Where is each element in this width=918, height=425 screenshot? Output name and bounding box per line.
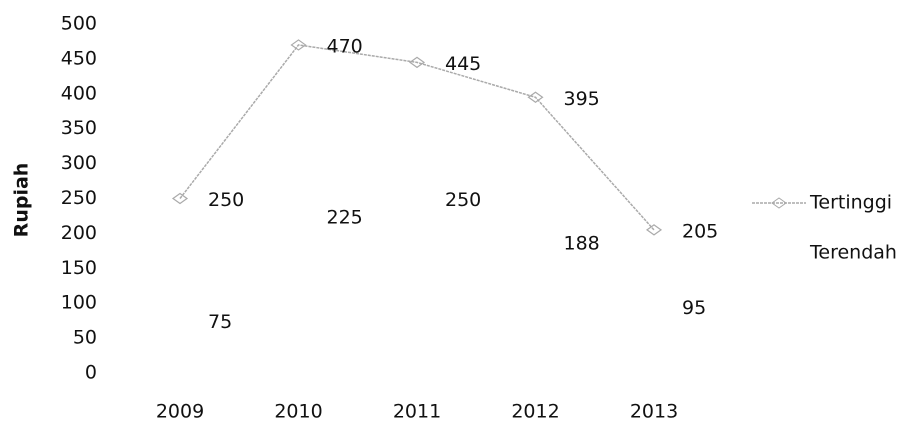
- line: [179, 44, 655, 231]
- y-tick-label: 50: [73, 327, 97, 349]
- y-axis-label: Rupiah: [11, 163, 33, 238]
- y-tick-label: 0: [85, 362, 97, 384]
- y-tick-label: 150: [61, 257, 97, 279]
- data-label: 225: [327, 206, 363, 228]
- data-label: 75: [208, 311, 232, 333]
- y-tick-label: 250: [61, 187, 97, 209]
- marker: [408, 56, 426, 69]
- data-label: 95: [682, 297, 706, 319]
- data-label: 470: [327, 35, 363, 57]
- y-tick-label: 350: [61, 117, 97, 139]
- y-tick-label: 300: [61, 152, 97, 174]
- y-tick-label: 400: [61, 82, 97, 104]
- x-tick-label: 2010: [274, 401, 322, 423]
- y-tick-label: 100: [61, 292, 97, 314]
- data-label: 188: [564, 232, 600, 254]
- marker: [645, 224, 663, 236]
- data-label: 205: [682, 220, 718, 242]
- data-label: 395: [564, 88, 600, 110]
- y-tick-label: 200: [61, 222, 97, 244]
- data-label: 445: [445, 53, 481, 75]
- x-tick-label: 2009: [156, 401, 204, 423]
- line: [179, 197, 655, 322]
- data-label: 250: [208, 189, 244, 211]
- x-tick-label: 2012: [511, 401, 559, 423]
- marker: [527, 91, 544, 104]
- marker: [171, 192, 189, 205]
- y-tick-label: 450: [61, 47, 97, 69]
- x-tick-label: 2011: [393, 401, 441, 423]
- legend-marker: [771, 197, 787, 209]
- legend-label: Tertinggi: [809, 192, 892, 214]
- legend-label: Terendah: [809, 242, 897, 264]
- marker: [290, 39, 307, 51]
- data-label: 250: [445, 189, 481, 211]
- y-tick-label: 500: [61, 13, 97, 35]
- x-tick-label: 2013: [630, 401, 678, 423]
